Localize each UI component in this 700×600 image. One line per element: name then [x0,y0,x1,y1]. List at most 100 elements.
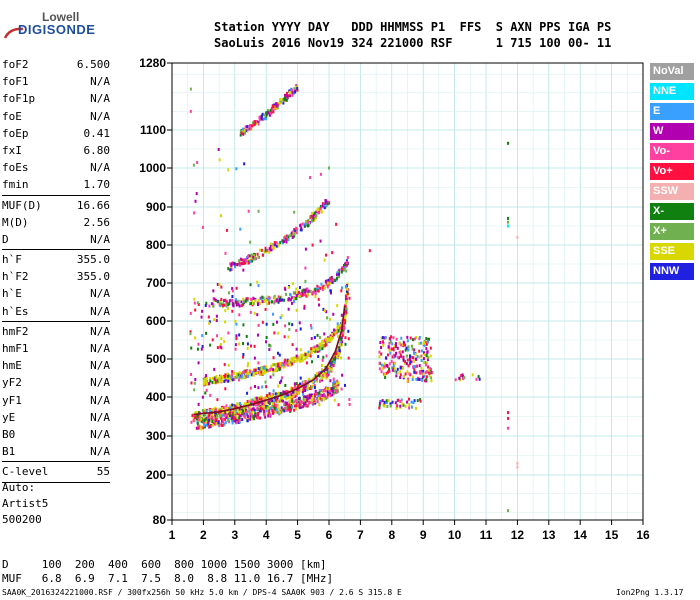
echo-point [252,296,255,300]
param-key: MUF(D) [2,198,42,212]
param-key: foEp [2,126,29,140]
plot-border [171,62,644,521]
echo-point [516,465,519,469]
echo-point [293,400,296,404]
echo-point [506,416,509,420]
echo-point [280,379,283,383]
echo-point [256,416,259,420]
echo-point [399,375,402,379]
echo-point [290,359,293,363]
echo-point [245,297,248,301]
echo-point [318,389,321,393]
echo-point [220,285,223,289]
echo-point [380,370,383,374]
echo-point [246,369,249,373]
echo-point [300,294,303,298]
echo-point [269,399,272,403]
echo-point [294,394,297,398]
echo-point [249,408,252,412]
echo-point [412,351,415,355]
echo-point [418,377,421,381]
echo-point [331,362,334,366]
echo-point [263,117,266,121]
echo-point [279,97,282,101]
echo-point [291,402,294,406]
echo-point [272,243,275,247]
echo-point [307,224,310,228]
echo-point [294,385,297,389]
echo-point [426,350,429,354]
echo-point [294,398,297,402]
echo-point [249,283,252,287]
echo-point [265,407,268,411]
echo-point [418,349,421,353]
echo-point [232,411,235,415]
echo-point [316,349,319,353]
echo-point [415,364,418,368]
echo-point [393,362,396,366]
echo-point [204,378,207,382]
echo-point [287,363,290,367]
echo-point [289,360,292,364]
echo-point [289,402,292,406]
echo-point [262,253,265,257]
echo-point [342,331,345,335]
echo-point [221,375,224,379]
echo-point [195,426,198,430]
echo-point [415,371,418,375]
echo-point [321,204,324,208]
echo-point [278,410,281,414]
echo-point [411,378,414,382]
param-value: N/A [90,161,110,175]
echo-point [238,375,241,379]
echo-point [211,420,214,424]
echo-point [235,337,238,341]
echo-point [316,400,319,404]
param-row: foE N/A [2,108,110,125]
echo-point [399,399,402,403]
echo-point [198,416,201,420]
echo-point [217,147,220,151]
echo-point [239,227,242,231]
echo-point [247,361,250,365]
echo-point [302,380,305,384]
echo-point [309,289,312,293]
echo-point [265,114,268,118]
echo-point [279,364,282,368]
echo-point [328,317,331,321]
echo-point [408,362,411,366]
echo-point [393,367,396,371]
echo-point [323,332,326,336]
echo-point [299,382,302,386]
param-key: foF2 [2,58,29,71]
echo-point [378,367,381,371]
echo-point [209,343,212,347]
echo-point [214,379,217,383]
echo-point [197,410,200,414]
echo-point [277,102,280,106]
echo-point [430,371,433,375]
echo-point [290,231,293,235]
echo-point [318,391,321,395]
echo-point [315,377,318,381]
echo-point [406,400,409,404]
echo-point [234,405,237,409]
echo-point [233,262,236,266]
echo-point [329,291,332,295]
echo-point [348,398,351,402]
echo-point [242,414,245,418]
echo-point [392,361,395,365]
echo-point [202,377,205,381]
echo-point [346,291,349,295]
param-value: 0.41 [83,126,111,140]
echo-point [224,298,227,302]
echo-point [346,263,349,267]
echo-point [196,161,199,165]
echo-point [224,387,227,391]
echo-point [272,356,275,360]
param-value: N/A [90,109,110,123]
echo-point [201,334,204,338]
echo-point [382,342,385,346]
echo-point [284,358,287,362]
echo-point [328,391,331,395]
